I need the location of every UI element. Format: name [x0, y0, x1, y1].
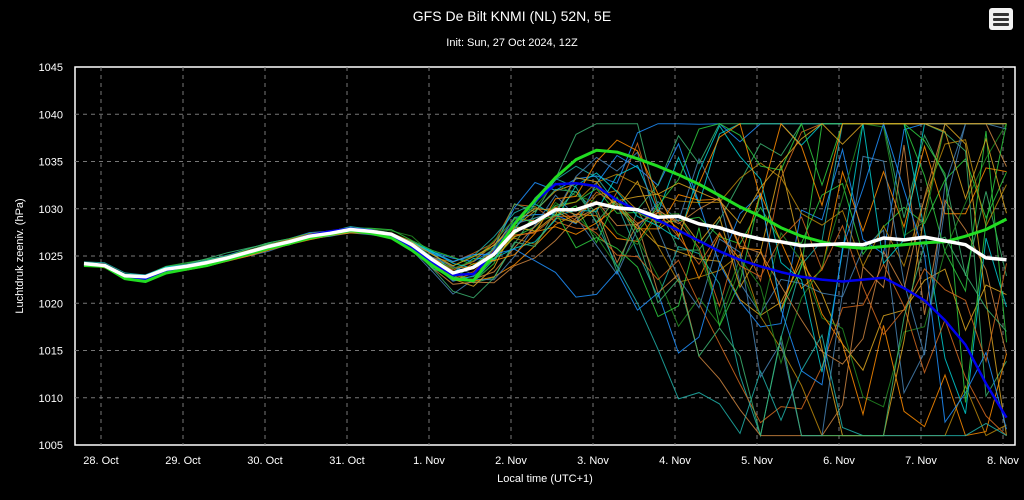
series-lines — [83, 148, 1008, 419]
x-tick-label: 3. Nov — [577, 455, 609, 467]
y-axis-ticks: 1005 1010 1015 1020 1025 1030 1035 1040 1045 — [39, 62, 63, 452]
x-tick-label: 4. Nov — [659, 455, 691, 467]
control-series-line — [83, 148, 1008, 283]
x-tick-label: 8. Nov — [987, 455, 1019, 467]
y-tick-label: 1025 — [39, 251, 63, 263]
y-tick-label: 1035 — [39, 157, 63, 169]
x-tick-label: 6. Nov — [823, 455, 855, 467]
y-tick-label: 1030 — [39, 204, 63, 216]
x-tick-label: 30. Oct — [247, 455, 282, 467]
y-tick-label: 1040 — [39, 109, 63, 121]
chart-title: GFS De Bilt KNMI (NL) 52N, 5E — [413, 8, 611, 24]
y-tick-label: 1015 — [39, 346, 63, 358]
y-axis-title: Luchtdruk zeeniv. (hPa) — [14, 198, 26, 313]
x-tick-label: 29. Oct — [165, 455, 200, 467]
grid — [75, 67, 1015, 445]
y-tick-label: 1005 — [39, 440, 63, 452]
y-tick-label: 1020 — [39, 298, 63, 310]
x-tick-label: 5. Nov — [741, 455, 773, 467]
chart-subtitle: Init: Sun, 27 Oct 2024, 12Z — [446, 37, 578, 49]
y-tick-label: 1010 — [39, 393, 63, 405]
y-tick-label: 1045 — [39, 62, 63, 74]
x-tick-label: 31. Oct — [329, 455, 364, 467]
x-axis-title: Local time (UTC+1) — [497, 473, 593, 485]
x-axis-ticks: 28. Oct 29. Oct 30. Oct 31. Oct 1. Nov 2. Nov… — [83, 455, 1019, 467]
x-tick-label: 2. Nov — [495, 455, 527, 467]
x-tick-label: 1. Nov — [413, 455, 445, 467]
x-tick-label: 7. Nov — [905, 455, 937, 467]
x-tick-label: 28. Oct — [83, 455, 118, 467]
mean-series-line — [83, 201, 1007, 279]
chart-menu-button[interactable] — [989, 8, 1013, 30]
